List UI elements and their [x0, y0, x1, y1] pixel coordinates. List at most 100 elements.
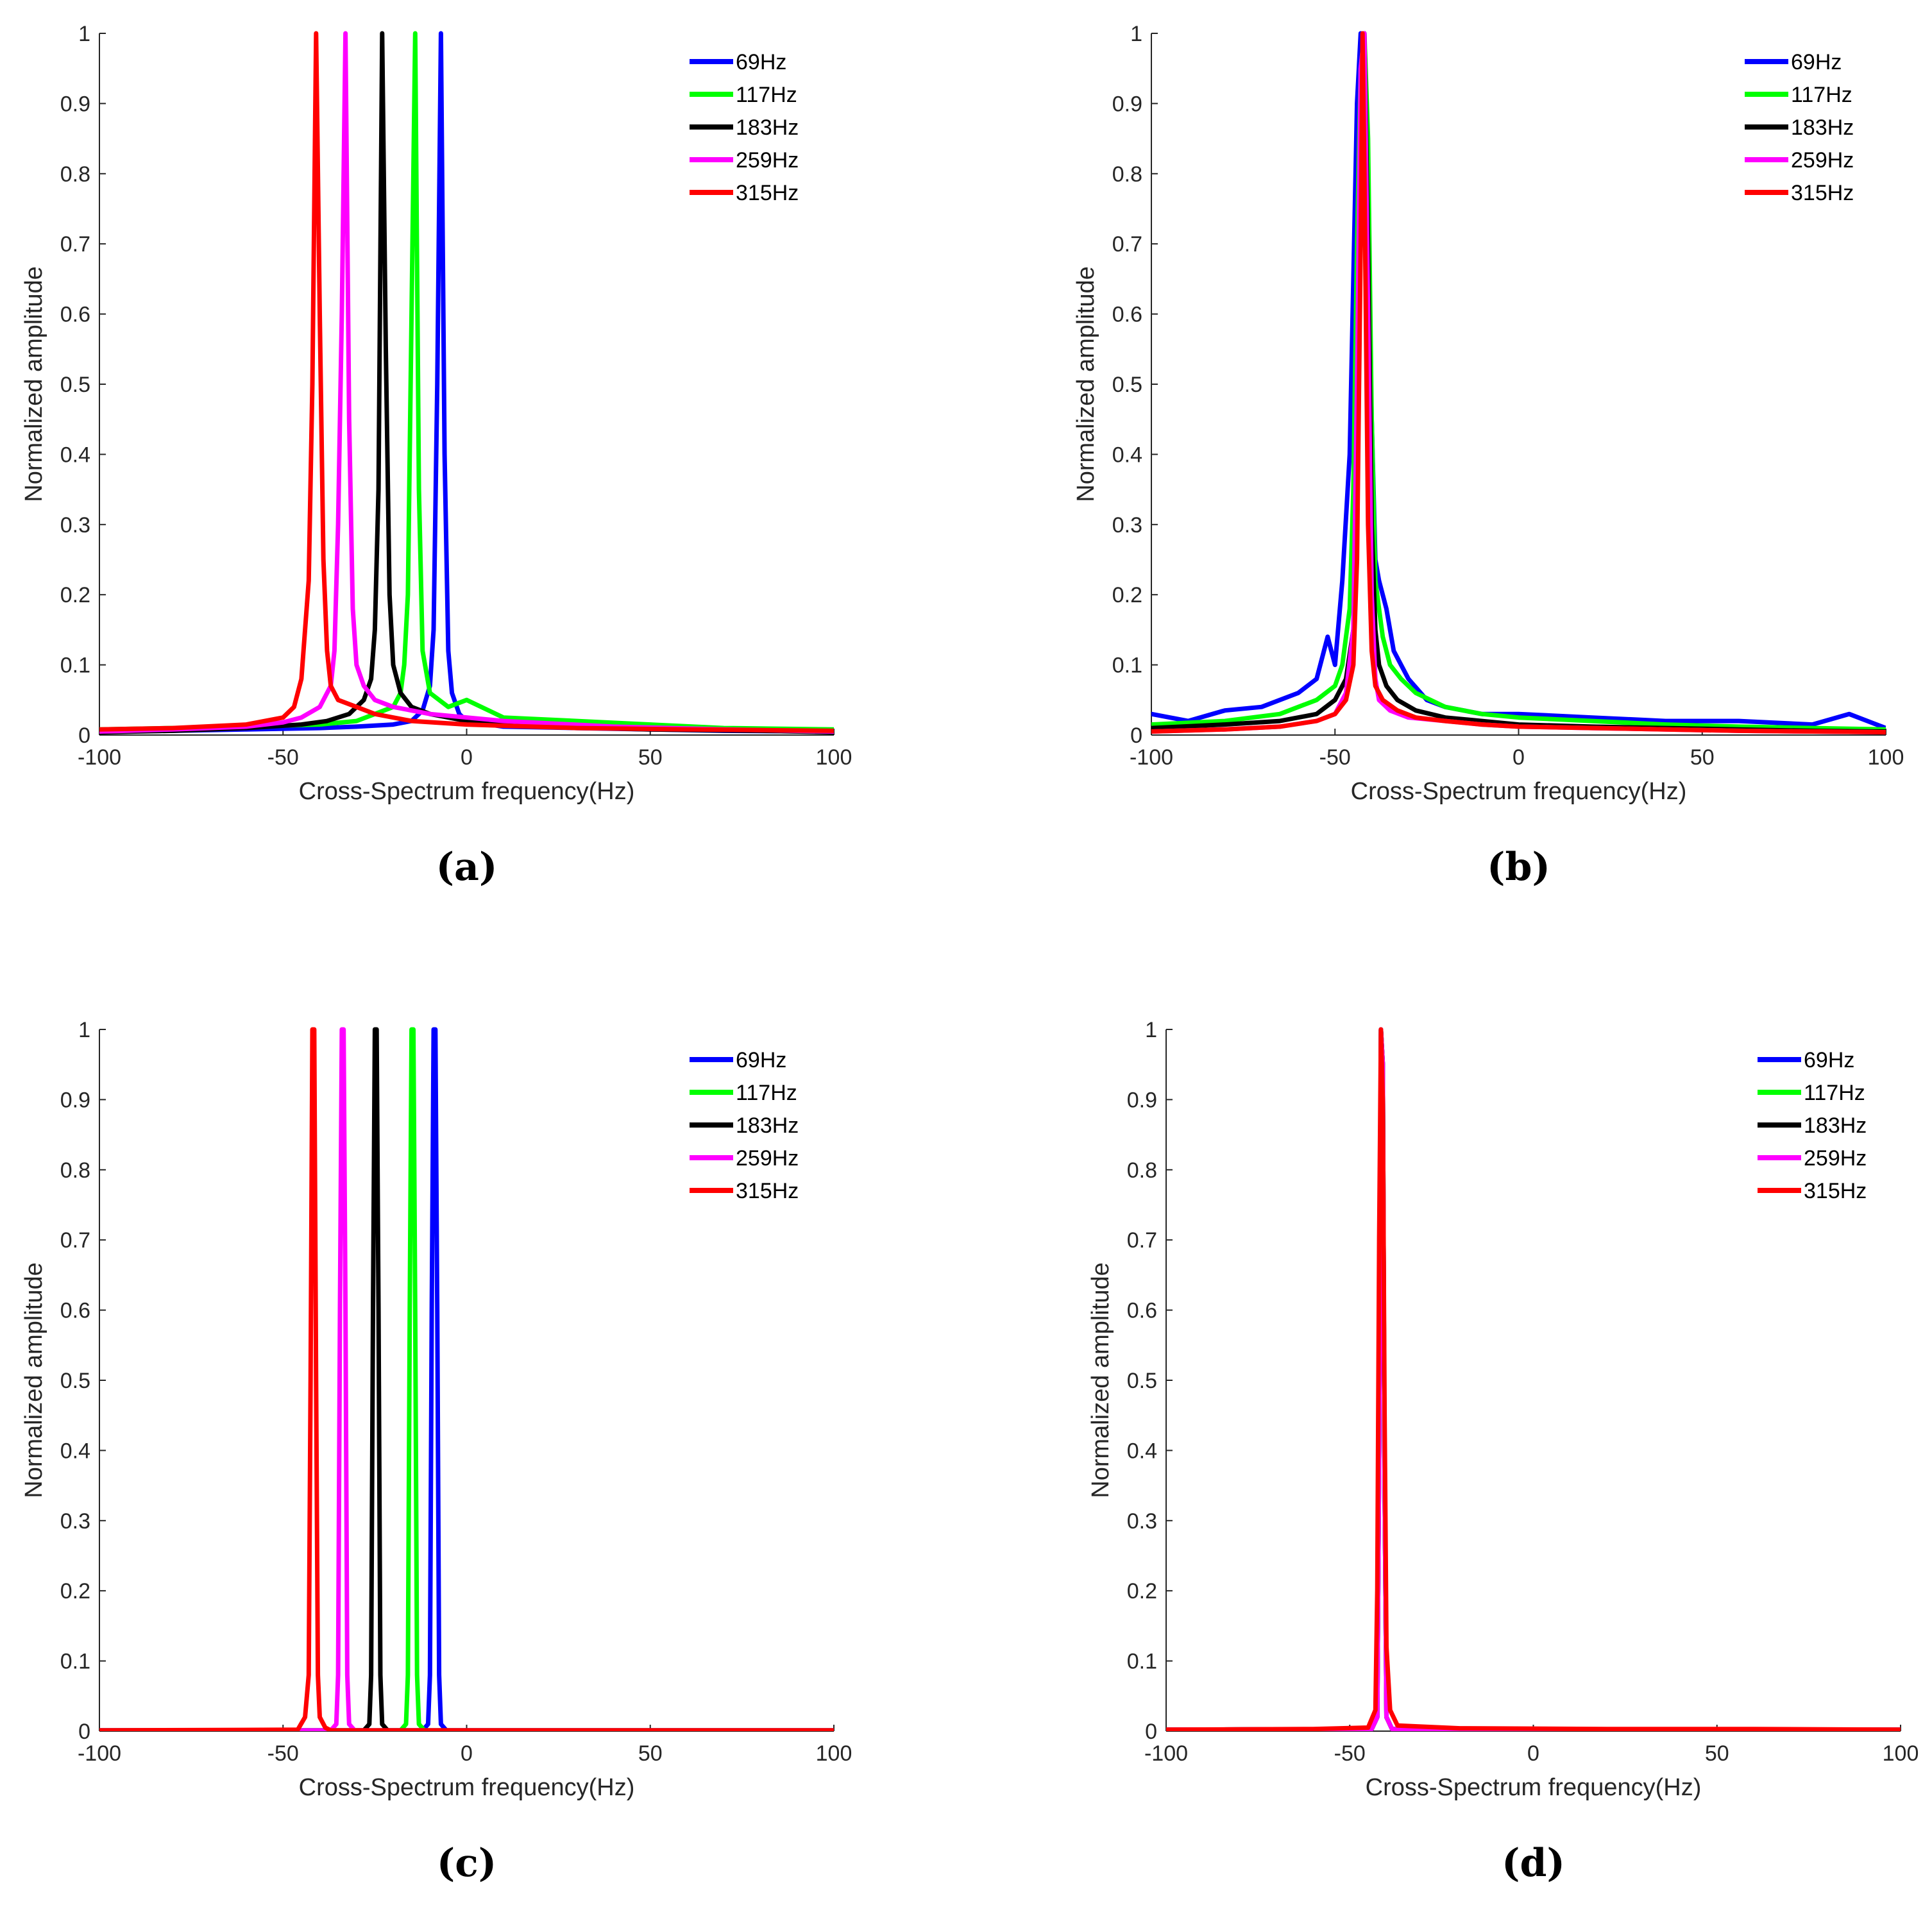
y-tick-label: 0.4	[1112, 443, 1142, 467]
y-tick-label: 0.3	[60, 513, 90, 537]
y-tick-label: 1	[78, 1018, 90, 1042]
y-tick-label: 1	[1130, 22, 1142, 46]
series-line-69Hz	[99, 1027, 834, 1731]
x-tick-label: -100	[1144, 1741, 1188, 1766]
series-line-117Hz	[1166, 1027, 1901, 1731]
y-tick-label: 0.6	[1112, 303, 1142, 327]
y-tick-label: 0.3	[60, 1509, 90, 1534]
x-tick-label: 50	[638, 1741, 663, 1766]
legend: 69Hz 117Hz 183Hz 259Hz 315Hz	[690, 1048, 799, 1203]
y-tick-label: 0.5	[60, 373, 90, 397]
y-axis-label: Normalized amplitude	[1087, 1262, 1114, 1498]
chart-panel-a: 0 0.1 0.2 0.3 0.4 0.5 0.6 0.7 0.8 0.9 1 -100 -50 0 50 1…	[21, 22, 852, 890]
series-line-183Hz	[1151, 31, 1886, 734]
legend-label: 259Hz	[1804, 1146, 1867, 1171]
y-tick-label: 0	[1145, 1720, 1157, 1744]
y-tick-label: 0.6	[1127, 1299, 1157, 1323]
series-group	[99, 1027, 834, 1731]
y-tick-label: 0.6	[60, 303, 90, 327]
series-line-69Hz	[99, 31, 834, 734]
legend-label: 69Hz	[1804, 1048, 1854, 1072]
series-line-259Hz	[99, 31, 834, 734]
legend-label: 315Hz	[736, 1179, 799, 1203]
x-axis-label: Cross-Spectrum frequency(Hz)	[1351, 778, 1687, 805]
legend-label: 183Hz	[736, 1113, 799, 1138]
legend-label: 117Hz	[1791, 83, 1852, 107]
y-tick-label: 0.2	[60, 583, 90, 607]
y-tick-label: 0.7	[1112, 232, 1142, 257]
y-tick-label: 0	[1130, 723, 1142, 748]
x-tick-label: 0	[461, 745, 473, 770]
x-axis-label: Cross-Spectrum frequency(Hz)	[299, 778, 635, 805]
panel-caption: (b)	[1487, 845, 1550, 890]
series-line-117Hz	[99, 1027, 834, 1731]
y-tick-label: 0.7	[60, 232, 90, 257]
series-group	[1151, 31, 1886, 735]
legend-label: 259Hz	[1791, 148, 1854, 173]
y-tick-label: 0.3	[1112, 513, 1142, 537]
series-line-259Hz	[1166, 1027, 1901, 1731]
series-line-117Hz	[1151, 31, 1886, 732]
series-line-69Hz	[1166, 1027, 1901, 1731]
y-axis-label: Normalized amplitude	[21, 1262, 47, 1498]
legend-label: 315Hz	[1804, 1179, 1867, 1203]
y-tick-label: 0.2	[1127, 1579, 1157, 1603]
y-tick-label: 0	[78, 1720, 90, 1744]
chart-panel-b: 0 0.1 0.2 0.3 0.4 0.5 0.6 0.7 0.8 0.9 1 -100 -50 0 50 1…	[1072, 22, 1904, 890]
series-group	[1166, 1027, 1901, 1731]
legend: 69Hz 117Hz 183Hz 259Hz 315Hz	[1745, 50, 1854, 205]
series-line-259Hz	[99, 1027, 834, 1731]
x-tick-label: -100	[78, 1741, 121, 1766]
x-tick-label: -100	[1130, 745, 1173, 770]
legend-label: 117Hz	[736, 1081, 797, 1105]
x-tick-label: -100	[78, 745, 121, 770]
y-tick-label: 0.8	[1112, 162, 1142, 187]
x-tick-label: 100	[1868, 745, 1904, 770]
legend-label: 183Hz	[1791, 115, 1854, 140]
series-line-183Hz	[99, 1027, 834, 1731]
x-axis-label: Cross-Spectrum frequency(Hz)	[299, 1774, 635, 1801]
series-line-259Hz	[1151, 31, 1886, 735]
x-tick-label: 0	[461, 1741, 473, 1766]
series-line-315Hz	[99, 31, 834, 733]
chart-panel-d: 0 0.1 0.2 0.3 0.4 0.5 0.6 0.7 0.8 0.9 1 -100 -50 0 50 1…	[1087, 1018, 1919, 1886]
legend: 69Hz 117Hz 183Hz 259Hz 315Hz	[690, 50, 799, 205]
series-line-315Hz	[99, 1027, 834, 1731]
y-tick-label: 0.8	[60, 162, 90, 187]
y-tick-label: 0.1	[1127, 1650, 1157, 1674]
x-tick-label: 100	[816, 1741, 852, 1766]
y-tick-label: 0.6	[60, 1299, 90, 1323]
legend-label: 259Hz	[736, 148, 799, 173]
series-line-315Hz	[1166, 1027, 1901, 1731]
y-axis-label: Normalized amplitude	[1072, 266, 1099, 502]
legend-label: 183Hz	[1804, 1113, 1867, 1138]
series-line-183Hz	[1166, 1027, 1901, 1731]
x-tick-label: -50	[1319, 745, 1351, 770]
series-line-315Hz	[1151, 31, 1886, 735]
y-tick-label: 0.5	[60, 1369, 90, 1393]
y-tick-label: 0.4	[60, 1439, 90, 1463]
y-tick-label: 0.9	[60, 1088, 90, 1112]
panel-caption: (d)	[1502, 1841, 1565, 1886]
y-tick-label: 0.9	[1127, 1088, 1157, 1112]
x-tick-label: -50	[1334, 1741, 1366, 1766]
y-tick-label: 0.9	[1112, 92, 1142, 116]
chart-panel-c: 0 0.1 0.2 0.3 0.4 0.5 0.6 0.7 0.8 0.9 1 -100 -50 0 50 1…	[21, 1018, 852, 1886]
y-tick-label: 0.5	[1127, 1369, 1157, 1393]
y-tick-label: 1	[1145, 1018, 1157, 1042]
y-tick-label: 0.1	[60, 1650, 90, 1674]
y-tick-label: 0.8	[1127, 1158, 1157, 1183]
series-group	[99, 31, 834, 735]
legend-label: 69Hz	[1791, 50, 1842, 74]
x-tick-label: 100	[816, 745, 852, 770]
x-tick-label: 50	[1690, 745, 1715, 770]
series-line-183Hz	[99, 31, 834, 735]
series-line-117Hz	[99, 31, 834, 732]
x-tick-label: 0	[1527, 1741, 1539, 1766]
x-tick-label: 50	[1705, 1741, 1729, 1766]
y-tick-label: 0.5	[1112, 373, 1142, 397]
x-tick-label: -50	[267, 1741, 299, 1766]
y-tick-label: 0	[78, 723, 90, 748]
y-tick-label: 0.7	[60, 1228, 90, 1253]
